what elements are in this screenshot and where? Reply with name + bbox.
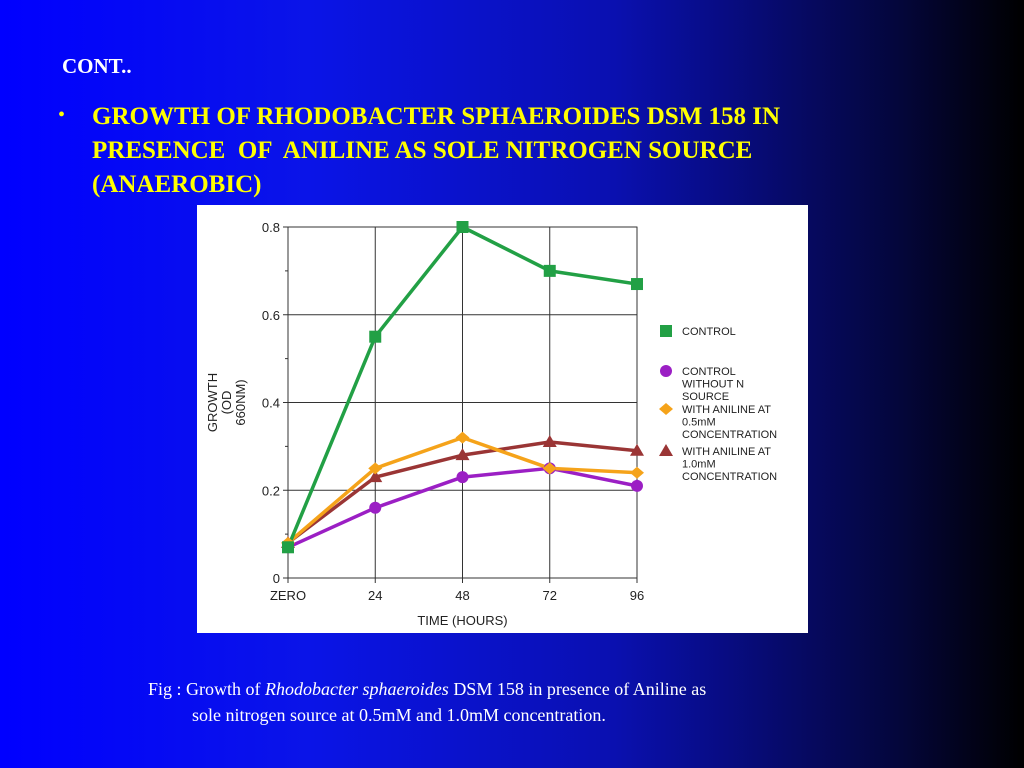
x-tick-label: 48: [455, 588, 469, 603]
data-point: [630, 466, 644, 479]
slide-title-line: (ANAEROBIC): [92, 171, 262, 198]
slide-title: GROWTH OF RHODOBACTER SPHAEROIDES DSM 15…: [92, 100, 888, 202]
growth-chart-svg: 0 0.2 0.4 0.6 0.8 ZERO 24 48 72 96 TIME (HOURS) GRO…: [205, 220, 777, 628]
bullet-icon: •: [58, 104, 66, 126]
data-point: [631, 479, 643, 492]
caption-suffix: DSM 158 in presence of Aniline as: [448, 679, 707, 699]
legend-label: WITH ANILINE AT: [682, 446, 771, 458]
legend-marker: [659, 403, 673, 415]
slide-title-bullet: • GROWTH OF RHODOBACTER SPHAEROIDES DSM …: [58, 100, 888, 202]
legend-label: WITH ANILINE AT: [682, 404, 771, 416]
caption-prefix: Fig : Growth of: [148, 679, 265, 699]
legend-label: CONCENTRATION: [682, 429, 777, 441]
data-point: [456, 471, 469, 484]
legend-label: CONTROL: [682, 366, 736, 378]
y-tick-label: 0.4: [262, 396, 280, 411]
data-point: [282, 541, 294, 554]
x-tick-label: ZERO: [270, 588, 306, 603]
y-axis-title-line: 660NM): [233, 379, 248, 425]
x-axis-title: TIME (HOURS): [417, 613, 507, 628]
y-axis-title-group: GROWTH (OD 660NM): [205, 373, 248, 432]
caption-species: Rhodobacter sphaeroides: [265, 679, 449, 699]
data-point: [631, 278, 643, 291]
y-tick-label: 0: [273, 571, 280, 586]
data-point: [455, 431, 470, 444]
y-tick-label: 0.2: [262, 483, 280, 498]
y-tick-label: 0.6: [262, 308, 280, 323]
y-axis-title-line: (OD: [219, 391, 234, 415]
slide-title-line: GROWTH OF RHODOBACTER SPHAEROIDES DSM 15…: [92, 103, 781, 130]
data-point: [456, 221, 469, 233]
x-tick-label: 96: [630, 588, 644, 603]
figure-caption: Fig : Growth of Rhodobacter sphaeroides …: [148, 676, 908, 728]
x-tick-label: 72: [543, 588, 557, 603]
legend-marker: [660, 325, 672, 337]
data-point: [542, 434, 557, 447]
data-point: [368, 462, 383, 475]
data-point: [368, 470, 383, 483]
caption-line-2: sole nitrogen source at 0.5mM and 1.0mM …: [192, 705, 606, 725]
data-point: [369, 501, 382, 514]
y-axis-title-line: GROWTH: [205, 373, 220, 432]
legend-label: CONCENTRATION: [682, 471, 777, 483]
slide-title-line: PRESENCE OF ANILINE AS SOLE NITROGEN SOU…: [92, 137, 753, 164]
data-point: [542, 462, 557, 475]
x-tick-label: 24: [368, 588, 382, 603]
legend-label: 0.5mM: [682, 417, 716, 429]
data-point: [630, 443, 644, 456]
growth-chart: 0 0.2 0.4 0.6 0.8 ZERO 24 48 72 96 TIME (HOURS) GRO…: [197, 205, 808, 633]
legend-label: CONTROL: [682, 326, 736, 338]
legend-item: CONTROL: [660, 325, 736, 338]
legend-label: 1.0mM: [682, 459, 716, 471]
data-point: [455, 448, 470, 461]
data-point: [369, 330, 382, 343]
data-point: [543, 264, 556, 277]
legend-marker: [660, 365, 672, 377]
legend-label: WITHOUT N: [682, 379, 744, 391]
legend-marker: [659, 444, 673, 456]
slide-section-label: CONT..: [62, 54, 132, 78]
legend-label: SOURCE: [682, 391, 729, 403]
y-tick-label: 0.8: [262, 220, 280, 235]
